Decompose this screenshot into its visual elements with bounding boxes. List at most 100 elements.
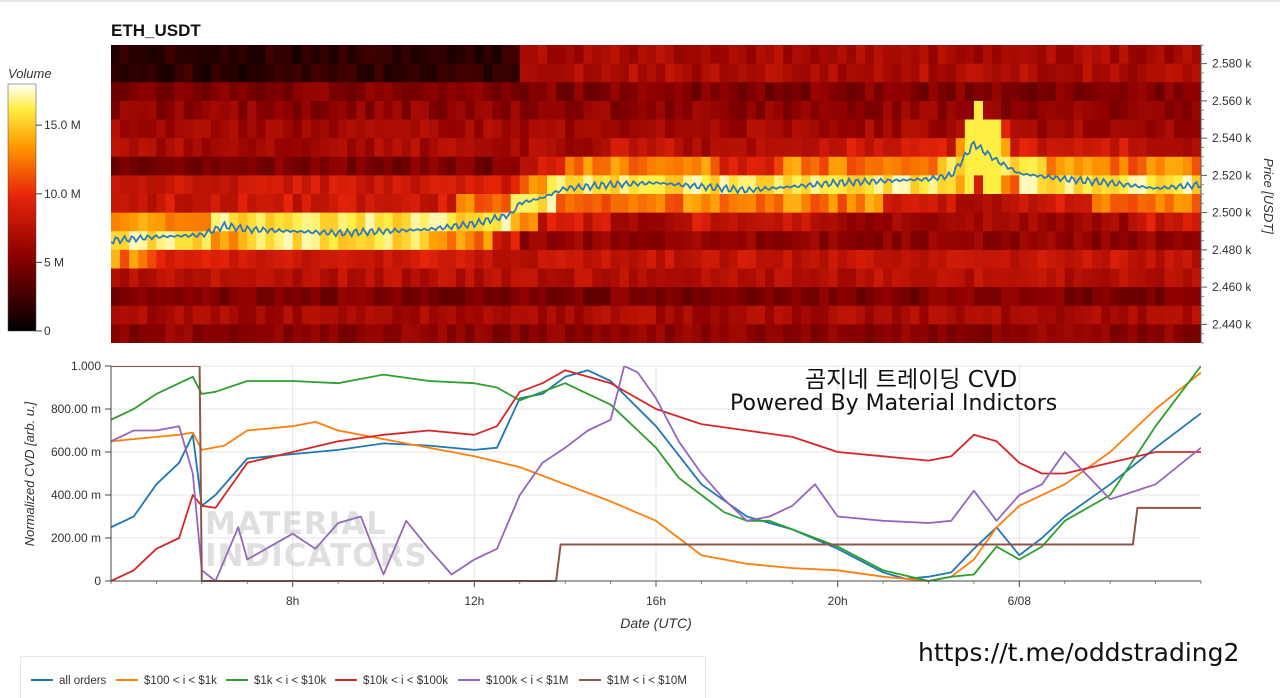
heatmap-cell [483, 212, 494, 232]
heatmap-cell [674, 156, 684, 176]
heatmap-cell [310, 287, 321, 307]
heatmap-cell [1137, 324, 1148, 343]
heatmap-cell [1191, 231, 1201, 251]
heatmap-cell [937, 249, 948, 270]
heatmap-cell [265, 63, 276, 83]
heatmap-cell [111, 82, 121, 102]
heatmap-cell [528, 324, 539, 343]
heatmap-cell [910, 100, 921, 121]
heatmap-cell [1082, 63, 1093, 83]
heatmap-cell [601, 305, 612, 325]
heatmap-cell [574, 100, 584, 121]
heatmap-cell [1010, 175, 1020, 195]
heatmap-cell [265, 82, 276, 102]
heatmap-cell [1019, 231, 1030, 251]
heatmap-cell [156, 212, 167, 232]
heatmap-cell [592, 194, 603, 214]
heatmap-cell [992, 231, 1002, 251]
heatmap-cell [1110, 194, 1120, 214]
heatmap-cell [129, 63, 139, 83]
legend-item-1k-10k[interactable]: $1k < i < $10k [226, 675, 326, 687]
heatmap-cell [147, 268, 158, 288]
heatmap-cell [728, 287, 739, 307]
heatmap-cell [347, 63, 357, 83]
heatmap-cell [992, 249, 1002, 270]
heatmap-cell [292, 194, 303, 214]
heatmap-cell [846, 287, 857, 307]
heatmap-cell [973, 287, 984, 307]
heatmap-cell [992, 156, 1002, 176]
cvd-x-tick-label: 12h [464, 594, 484, 608]
heatmap-cell [692, 305, 703, 325]
heatmap-cell [1128, 63, 1139, 83]
heatmap-cell [1128, 45, 1139, 65]
heatmap-cell [901, 119, 911, 139]
heatmap-cell [1019, 268, 1030, 288]
heatmap-cell [1064, 63, 1075, 83]
heatmap-cell [210, 194, 221, 214]
heatmap-cell [928, 156, 939, 176]
heatmap-cell [755, 324, 766, 343]
heatmap-cell [192, 100, 203, 121]
heatmap-cell [1137, 249, 1148, 270]
heatmap-cell [356, 194, 366, 214]
legend-item-100k-1m[interactable]: $100k < i < $1M [458, 675, 568, 687]
heatmap-cell [1028, 100, 1039, 121]
heatmap-cell [147, 324, 158, 343]
heatmap-cell [292, 287, 303, 307]
heatmap-cell [819, 324, 830, 343]
heatmap-cell [410, 45, 421, 65]
legend-item-100-1k[interactable]: $100 < i < $1k [116, 675, 217, 687]
heatmap-cell [292, 175, 303, 195]
heatmap-cell [992, 287, 1002, 307]
heatmap-cell [410, 305, 421, 325]
heatmap-cell [846, 194, 857, 214]
heatmap-cell [910, 287, 921, 307]
heatmap-cell [701, 100, 712, 121]
legend-item-all-orders[interactable]: all orders [31, 675, 106, 687]
heatmap-cell [129, 324, 139, 343]
heatmap-cell [792, 324, 802, 343]
heatmap-cell [1119, 45, 1129, 65]
heatmap-cell [601, 249, 612, 270]
heatmap-cell [465, 194, 475, 214]
heatmap-cell [283, 268, 294, 288]
heatmap-cell [774, 82, 784, 102]
heatmap-cell [329, 268, 339, 288]
heatmap-cell [964, 156, 975, 176]
heatmap-cell [874, 249, 884, 270]
heatmap-cell [910, 268, 921, 288]
heatmap-cell [1064, 324, 1075, 343]
heatmap-cell [1028, 231, 1039, 251]
heatmap-cell [1173, 156, 1184, 176]
heatmap-cell [610, 231, 621, 251]
heatmap-cell [846, 63, 857, 83]
heatmap-cell [401, 45, 412, 65]
heatmap-cell [428, 324, 439, 343]
heatmap-cell [701, 45, 712, 65]
heatmap-cell [319, 212, 330, 232]
heatmap-cell [783, 63, 793, 83]
heatmap-cell [283, 45, 294, 65]
heatmap-cell [810, 268, 821, 288]
heatmap-cell [547, 287, 557, 307]
heatmap-cell [792, 63, 802, 83]
heatmap-cell [365, 156, 376, 176]
heatmap-cell [537, 138, 548, 158]
legend-item-1m-10m[interactable]: $1M < i < $10M [579, 675, 687, 687]
heatmap-cell [1064, 268, 1075, 288]
heatmap-cell [656, 82, 666, 102]
heatmap-cell [310, 175, 321, 195]
cvd-x-tick-label: 6/08 [1008, 594, 1032, 608]
heatmap-cell [946, 175, 957, 195]
heatmap-cell [319, 287, 330, 307]
heatmap-cell [692, 119, 703, 139]
heatmap-cell [556, 324, 566, 343]
telegram-link[interactable]: https://t.me/oddstrading2 [918, 638, 1240, 667]
legend-item-10k-100k[interactable]: $10k < i < $100k [335, 675, 448, 687]
heatmap-cell [329, 212, 339, 232]
heatmap-cell [1073, 324, 1084, 343]
heatmap-cell [456, 156, 466, 176]
heatmap-cell [583, 63, 594, 83]
heatmap-cell [292, 100, 303, 121]
